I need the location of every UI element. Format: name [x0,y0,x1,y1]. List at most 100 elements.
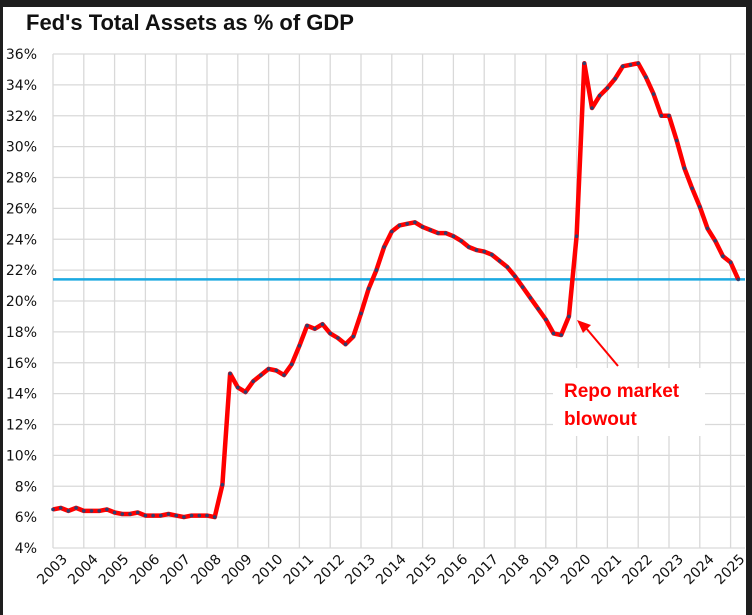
y-tick-label: 14% [6,387,37,403]
x-tick-label: 2007 [158,552,195,589]
data-point-marker [89,509,94,513]
x-tick-label: 2012 [312,552,349,589]
arrow-head-icon [577,320,591,333]
data-point-marker [674,138,679,143]
data-point-marker [467,245,471,249]
data-point-marker [366,286,371,291]
data-point-marker [513,274,517,279]
x-tick-label: 2014 [373,551,410,588]
data-point-marker [274,368,279,373]
annotation-repo-market: Repo market blowout [553,320,705,436]
data-point-marker [343,342,348,347]
data-point-marker [667,114,671,118]
data-point-marker [690,186,694,191]
data-point-marker [597,93,602,98]
data-point-marker [320,322,325,327]
y-tick-label: 24% [6,232,37,248]
data-point-marker [297,344,302,348]
data-point-marker [151,513,155,518]
data-point-marker [128,512,132,516]
data-point-marker [536,306,540,311]
data-point-marker [713,239,717,243]
y-tick-label: 30% [6,140,37,156]
annotation-text-line2: blowout [564,409,637,430]
data-point-marker [451,234,456,238]
data-point-marker [182,515,186,519]
data-point-marker [644,75,648,79]
data-point-marker [698,205,702,209]
data-point-marker [166,512,171,516]
data-point-marker [559,333,563,337]
data-point-marker [482,249,487,254]
annotation-arrow [585,327,619,367]
y-tick-label: 4% [15,541,37,557]
data-point-marker [251,379,255,384]
data-point-marker [390,229,394,234]
data-point-marker [51,507,55,512]
data-point-marker [82,509,86,513]
data-point-marker [528,296,533,300]
data-point-marker [359,311,363,316]
data-point-marker [105,507,109,512]
x-tick-label: 2021 [589,552,626,589]
data-point-marker [120,512,125,516]
data-point-marker [551,331,556,336]
data-point-marker [682,166,687,170]
data-point-marker [236,385,240,390]
y-tick-label: 16% [6,356,37,372]
y-tick-label: 28% [6,171,37,187]
x-tick-label: 2009 [219,552,256,589]
y-axis-ticks: 4% 6% 8% 10% 12% 14% 16% 18% 20% 22% 24% 26% 28% 30% 3… [6,47,37,557]
x-tick-label: 2005 [96,552,133,589]
y-tick-label: 32% [6,109,37,125]
data-point-marker [420,225,425,229]
data-point-marker [736,277,741,282]
data-point-marker [651,92,656,96]
data-point-marker [328,331,333,336]
data-point-marker [143,513,148,518]
y-tick-label: 6% [15,510,37,526]
x-tick-label: 2010 [250,552,287,589]
y-tick-label: 8% [15,479,37,495]
data-point-marker [436,231,440,235]
data-point-marker [282,373,286,377]
data-point-marker [336,336,340,340]
data-point-marker [490,252,494,257]
data-point-marker [628,63,633,67]
x-tick-label: 2024 [681,551,718,588]
y-tick-label: 20% [6,294,37,310]
data-point-marker [459,239,463,243]
data-point-marker [443,231,448,235]
data-point-marker [135,510,140,515]
data-series [51,61,741,520]
data-point-marker [205,513,209,518]
annotation-text-line1: Repo market [564,381,680,402]
data-point-marker [621,64,625,69]
data-point-marker [520,285,525,289]
data-point-marker [243,390,248,394]
data-point-marker [605,86,610,90]
x-tick-label: 2020 [558,552,595,589]
data-point-marker [313,327,317,331]
data-point-marker [351,334,356,339]
data-point-marker [228,371,232,376]
data-point-marker [97,509,101,513]
data-point-marker [220,482,225,487]
annotation-background [553,368,705,436]
x-tick-label: 2017 [466,552,503,589]
data-point-marker [428,228,433,232]
x-tick-label: 2004 [65,551,102,588]
series-line [52,61,741,520]
y-tick-label: 36% [6,47,37,63]
data-point-marker [58,506,63,510]
x-tick-label: 2016 [435,551,472,588]
data-point-marker [505,265,510,269]
data-point-marker [659,114,664,118]
data-point-marker [544,317,548,322]
data-point-marker [259,373,263,377]
data-point-marker [159,513,163,518]
y-tick-label: 34% [6,78,37,94]
data-point-marker [413,220,417,225]
x-tick-label: 2008 [188,552,225,589]
y-tick-label: 18% [6,325,37,341]
